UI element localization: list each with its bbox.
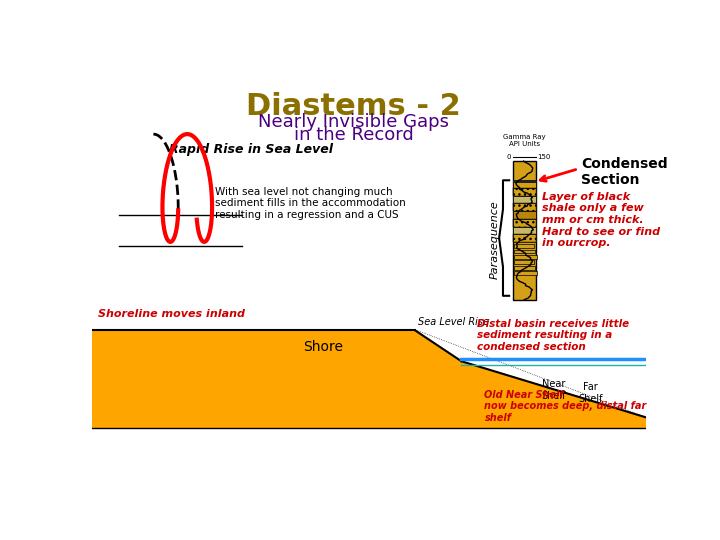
Text: Diastems - 2: Diastems - 2 [246, 92, 461, 121]
Text: in the Record: in the Record [294, 126, 413, 144]
Text: Nearly Invisible Gaps: Nearly Invisible Gaps [258, 112, 449, 131]
Text: With sea level not changing much
sediment fills in the accommodation
resulting i: With sea level not changing much sedimen… [215, 187, 406, 220]
Text: Sea Level Rise: Sea Level Rise [418, 316, 490, 327]
Text: Shore: Shore [303, 340, 343, 354]
Bar [513, 188, 536, 195]
Bar [513, 226, 536, 234]
Bar [513, 219, 536, 226]
Bar [513, 204, 536, 211]
Bar [513, 234, 536, 242]
Text: Far
Shelf: Far Shelf [578, 382, 603, 403]
Bar [513, 180, 536, 188]
Bar [514, 249, 535, 253]
Text: Layer of black
shale only a few
mm or cm thick.
Hard to see or find
in ourcrop.: Layer of black shale only a few mm or cm… [542, 192, 660, 248]
Text: Near
Shelf: Near Shelf [541, 379, 566, 401]
Text: Distal basin receives little
sediment resulting in a
condensed section: Distal basin receives little sediment re… [477, 319, 629, 352]
Bar [514, 266, 535, 269]
Text: Rapid Rise in Sea Level: Rapid Rise in Sea Level [168, 143, 333, 156]
Bar [513, 234, 536, 242]
Bar [514, 260, 534, 264]
Text: Gamma Ray
API Units: Gamma Ray API Units [503, 134, 546, 147]
Text: Parasequence: Parasequence [490, 200, 500, 279]
Bar [513, 195, 536, 204]
Bar [513, 211, 536, 219]
Text: Condensed
Section: Condensed Section [581, 157, 667, 187]
Bar [513, 204, 536, 211]
Bar [514, 255, 537, 259]
Bar [513, 180, 536, 184]
Bar [513, 161, 536, 300]
Text: 150: 150 [538, 154, 551, 160]
Text: Old Near Shelf
now becomes deep, distal far
shelf: Old Near Shelf now becomes deep, distal … [485, 390, 647, 423]
Bar [514, 271, 537, 275]
Polygon shape [92, 330, 647, 428]
Text: 0: 0 [506, 154, 510, 160]
Text: Shoreline moves inland: Shoreline moves inland [98, 309, 245, 319]
Bar [513, 188, 536, 195]
Bar [514, 244, 534, 248]
Bar [513, 219, 536, 226]
